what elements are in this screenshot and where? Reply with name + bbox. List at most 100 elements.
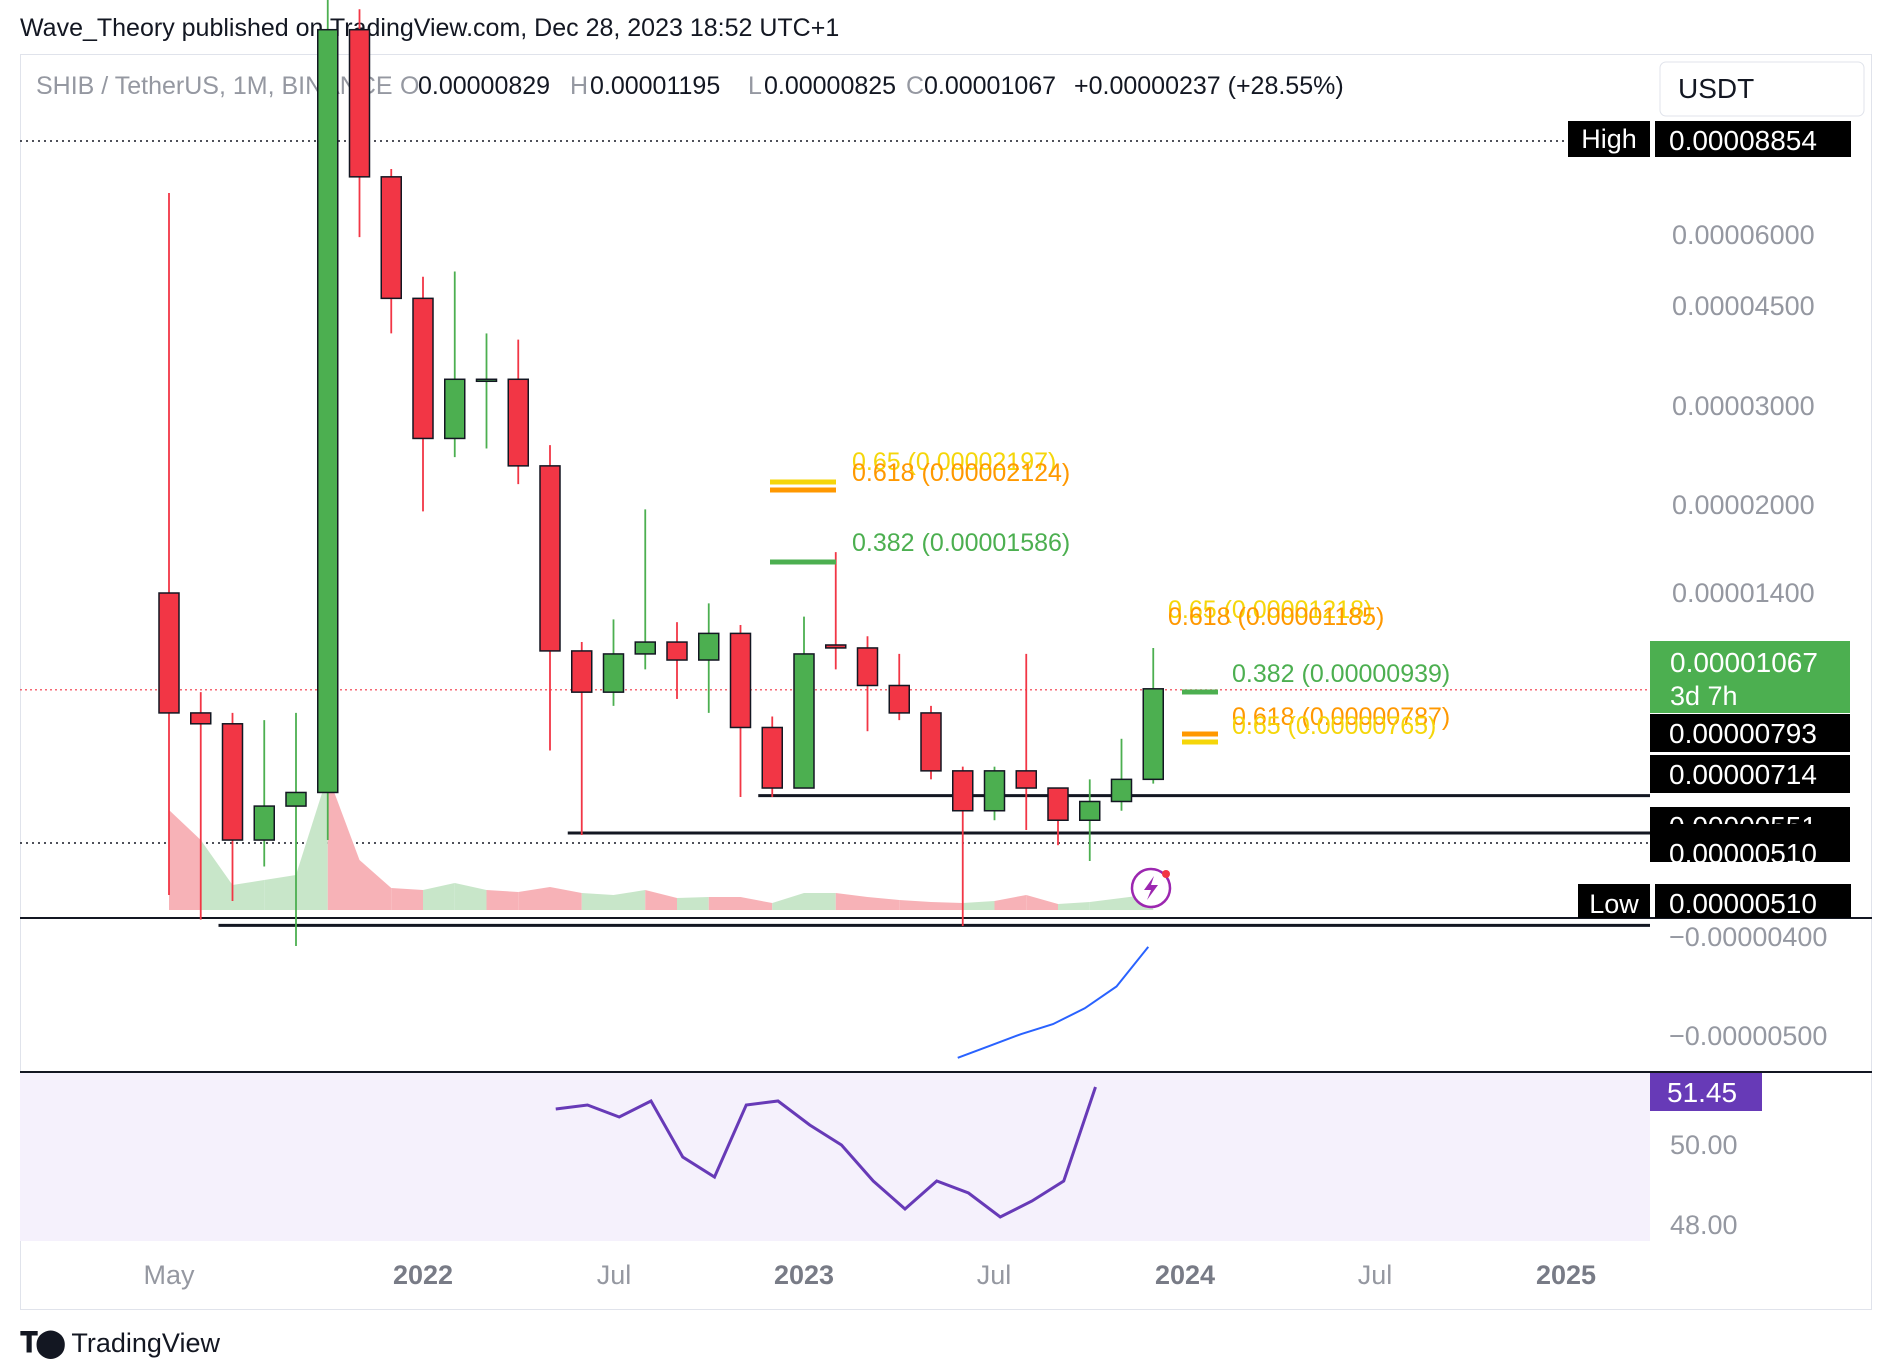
symbol-label[interactable]: SHIB / TetherUS, 1M, BINANCE bbox=[36, 72, 393, 100]
candle-body bbox=[317, 28, 339, 794]
legend-l-value: 0.00000825 bbox=[764, 72, 896, 100]
price-tick-label: 0.00001400 bbox=[1672, 578, 1815, 608]
candle[interactable] bbox=[634, 509, 656, 670]
candle-body bbox=[856, 647, 879, 687]
volume-segment bbox=[327, 775, 360, 910]
price-tick-label: 0.00004500 bbox=[1672, 291, 1815, 321]
candle[interactable] bbox=[888, 653, 910, 721]
volume-segment bbox=[486, 890, 519, 910]
price-tick-label: 0.00002000 bbox=[1672, 490, 1815, 520]
rsi-tick-label: 48.00 bbox=[1670, 1210, 1738, 1240]
rsi-background bbox=[20, 1073, 1650, 1241]
rsi-pane[interactable] bbox=[20, 1073, 1650, 1241]
candle[interactable] bbox=[1047, 787, 1069, 846]
candle[interactable] bbox=[317, 0, 339, 841]
rsi-tick-label: 50.00 bbox=[1670, 1130, 1738, 1160]
candle[interactable] bbox=[412, 276, 434, 512]
volume-segment bbox=[835, 893, 868, 910]
candle[interactable] bbox=[253, 720, 275, 867]
high-value-tag bbox=[1655, 121, 1851, 157]
volume-segment bbox=[200, 840, 233, 910]
candle-body bbox=[158, 592, 180, 714]
candle[interactable] bbox=[475, 333, 498, 449]
candle[interactable] bbox=[1110, 738, 1133, 811]
candle[interactable] bbox=[602, 619, 625, 706]
candle-body bbox=[444, 378, 466, 440]
candle-body bbox=[983, 770, 1006, 812]
candle[interactable] bbox=[539, 445, 561, 751]
time-tick-label: 2022 bbox=[393, 1260, 453, 1290]
candle[interactable] bbox=[190, 692, 212, 920]
indicator-pane[interactable] bbox=[957, 946, 1150, 1059]
candle[interactable] bbox=[1079, 779, 1101, 862]
candle-body bbox=[285, 791, 307, 807]
price-tick-label: 0.00003000 bbox=[1672, 391, 1815, 421]
candle[interactable] bbox=[507, 339, 529, 485]
currency-button[interactable] bbox=[1659, 61, 1865, 117]
legend-o-label: O bbox=[400, 72, 419, 100]
candle-body bbox=[698, 632, 720, 661]
price-pane[interactable]: 0.65 (0.00002197)0.618 (0.00002124) 0.382… bbox=[20, 0, 1872, 1073]
candle-body bbox=[761, 726, 783, 789]
candle[interactable] bbox=[380, 168, 402, 334]
candle[interactable] bbox=[825, 552, 847, 670]
volume-segment bbox=[232, 880, 265, 910]
rsi-line[interactable] bbox=[555, 1086, 1097, 1219]
candle[interactable] bbox=[348, 9, 371, 238]
volume-segment bbox=[518, 887, 550, 910]
candle[interactable] bbox=[856, 636, 879, 732]
candle[interactable] bbox=[571, 642, 593, 836]
time-tick-label: Jul bbox=[1358, 1260, 1393, 1290]
high-marker-tag bbox=[1568, 121, 1650, 157]
candle-body bbox=[1110, 778, 1133, 803]
tradingview-brand: TradingView bbox=[71, 1327, 220, 1358]
candle-body bbox=[952, 770, 974, 812]
candle[interactable] bbox=[444, 271, 466, 458]
candle-body bbox=[1015, 770, 1037, 789]
indicator-line[interactable] bbox=[957, 946, 1150, 1059]
fib-label: 0.382 (0.00000939) bbox=[1232, 660, 1450, 688]
candle[interactable] bbox=[1142, 647, 1164, 784]
candle[interactable] bbox=[729, 624, 752, 797]
rsi-value-tag bbox=[1650, 1073, 1762, 1111]
candle[interactable] bbox=[983, 766, 1006, 821]
high-marker-label: High bbox=[1581, 124, 1637, 154]
level-price-tag bbox=[1650, 824, 1850, 862]
level-price-tag bbox=[1650, 755, 1850, 793]
candle[interactable] bbox=[666, 622, 688, 699]
candle[interactable] bbox=[158, 193, 180, 895]
candle[interactable] bbox=[920, 705, 942, 780]
bar-countdown: 3d 7h bbox=[1670, 681, 1738, 711]
candle[interactable] bbox=[698, 603, 720, 713]
chart-frame[interactable] bbox=[20, 54, 1872, 1310]
low-value-label: 0.00000510 bbox=[1669, 888, 1817, 919]
candle[interactable] bbox=[952, 766, 974, 927]
candle[interactable] bbox=[1015, 653, 1037, 831]
price-axis[interactable]: 0.00006000 0.00004500 0.00003000 0.00002000… bbox=[1568, 121, 1851, 1240]
candle-body bbox=[571, 650, 593, 693]
volume-segment bbox=[1089, 898, 1122, 910]
volume-segment bbox=[550, 887, 582, 910]
candle-body bbox=[412, 297, 434, 440]
candle[interactable] bbox=[221, 712, 244, 901]
bolt-shape bbox=[1144, 876, 1158, 900]
volume-segment bbox=[423, 883, 455, 910]
candle-body bbox=[1047, 787, 1069, 821]
tradingview-logo[interactable]: 𝐓⬤ TradingView bbox=[20, 1326, 220, 1360]
legend-change-value: +0.00000237 (+28.55%) bbox=[1074, 72, 1344, 100]
fib-label: 0.382 (0.00001586) bbox=[852, 529, 1070, 557]
candle-body bbox=[1142, 688, 1164, 781]
volume-segment bbox=[867, 897, 900, 910]
high-value-label: 0.00008854 bbox=[1669, 125, 1817, 156]
alert-bolt-icon[interactable] bbox=[1130, 867, 1172, 909]
volume-segment bbox=[296, 775, 328, 910]
candle[interactable] bbox=[761, 716, 783, 797]
candle-body bbox=[380, 176, 402, 300]
candle[interactable] bbox=[793, 616, 815, 789]
volume-segment bbox=[169, 810, 201, 910]
time-axis[interactable]: May 2022 Jul 2023 Jul 2024 Jul 2025 bbox=[143, 1260, 1596, 1290]
candle[interactable] bbox=[285, 712, 307, 947]
level-price-label: 0.00000793 bbox=[1669, 718, 1817, 749]
volume-segment bbox=[899, 900, 931, 910]
